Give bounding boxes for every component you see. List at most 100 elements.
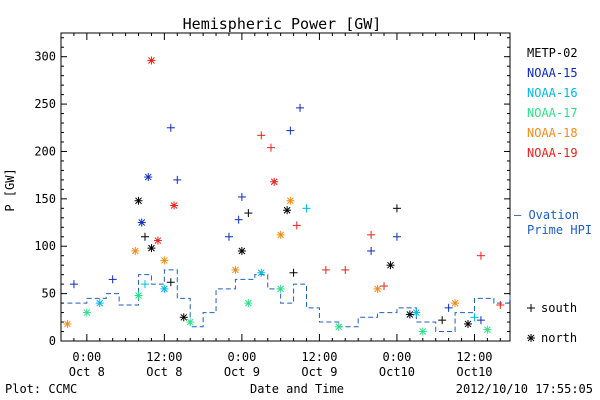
south-marker xyxy=(296,103,305,112)
series-noaa-19 xyxy=(147,56,505,309)
marker-stroke xyxy=(232,266,239,274)
south-marker xyxy=(286,126,295,135)
north-marker xyxy=(170,201,179,210)
marker-stroke xyxy=(412,309,420,316)
north-marker xyxy=(334,322,343,331)
marker-stroke xyxy=(83,309,91,316)
x-tick-label-date: Oct10 xyxy=(379,365,415,379)
series-noaa-18 xyxy=(63,196,460,328)
series-noaa-17 xyxy=(82,284,492,336)
marker-stroke xyxy=(135,197,142,205)
ovation-label-2: Prime HPI xyxy=(527,223,592,237)
south-marker xyxy=(292,221,301,230)
north-marker xyxy=(137,218,146,227)
south-marker xyxy=(257,131,266,140)
marker-stroke xyxy=(387,261,394,269)
marker-stroke xyxy=(131,247,139,255)
series-legend: METP-02 NOAA-15 NOAA-16 NOAA-17 NOAA-18 NOAA-… xyxy=(527,46,578,160)
x-tick-label-date: Oct10 xyxy=(456,365,492,379)
y-tick-label: 50 xyxy=(42,287,56,301)
south-marker xyxy=(444,303,453,312)
south-marker xyxy=(380,282,389,291)
y-axis-label: P [GW] xyxy=(3,168,17,211)
north-marker xyxy=(418,327,427,336)
north-marker xyxy=(131,246,140,255)
marker-stroke xyxy=(286,197,294,205)
marker-stroke xyxy=(180,313,188,321)
marker-stroke xyxy=(148,57,155,64)
south-marker xyxy=(476,251,485,260)
y-tick-label: 200 xyxy=(34,144,56,158)
north-marker xyxy=(483,325,492,334)
marker-stroke xyxy=(148,244,155,252)
north-marker xyxy=(373,284,382,293)
ovation-label-1: — Ovation xyxy=(514,208,579,222)
marker-stroke xyxy=(277,231,285,239)
south-marker xyxy=(438,316,447,325)
x-tick-label-date: Oct 8 xyxy=(146,365,182,379)
marker-stroke xyxy=(464,320,472,328)
legend-entry: NOAA-17 xyxy=(527,106,578,120)
north-marker xyxy=(237,246,246,255)
x-tick-label-time: 12:00 xyxy=(146,350,182,364)
north-marker xyxy=(95,299,104,308)
north-marker xyxy=(63,319,72,328)
south-marker xyxy=(244,209,253,218)
north-marker xyxy=(144,173,153,182)
ovation-hpi-line xyxy=(67,269,511,333)
marker-stroke xyxy=(186,318,194,326)
south-marker xyxy=(166,123,175,132)
north-marker xyxy=(527,334,535,342)
south-marker xyxy=(321,265,330,274)
footer-left: Plot: CCMC xyxy=(5,382,77,396)
footer-right: 2012/10/10 17:55:05 xyxy=(456,382,593,396)
marker-stroke xyxy=(277,285,285,293)
data-points xyxy=(63,56,505,336)
north-marker xyxy=(276,284,285,293)
marker-stroke xyxy=(451,299,459,307)
north-marker xyxy=(270,177,279,186)
south-marker xyxy=(367,246,376,255)
north-marker xyxy=(134,291,143,300)
north-marker xyxy=(134,196,143,205)
x-tick-label-date: Oct 9 xyxy=(224,365,260,379)
y-tick-label: 300 xyxy=(34,50,56,64)
marker-stroke xyxy=(96,299,104,307)
marker-stroke xyxy=(138,219,146,226)
south-marker xyxy=(341,265,350,274)
marker-stroke xyxy=(374,285,381,293)
marker-stroke xyxy=(270,178,278,186)
north-marker xyxy=(160,256,169,265)
south-marker xyxy=(527,304,535,312)
marker-legend-label: north xyxy=(541,331,577,345)
marker-stroke xyxy=(144,173,152,181)
south-marker xyxy=(392,232,401,241)
marker-stroke xyxy=(244,299,252,307)
marker-stroke xyxy=(154,237,162,244)
north-marker xyxy=(276,230,285,239)
south-marker xyxy=(224,232,233,241)
south-marker xyxy=(234,215,243,224)
marker-stroke xyxy=(283,206,291,214)
south-marker xyxy=(237,192,246,201)
legend-entry: METP-02 xyxy=(527,46,578,60)
x-tick-label-time: 0:00 xyxy=(227,350,256,364)
north-marker xyxy=(147,56,156,65)
south-marker xyxy=(302,204,311,213)
marker-legend-label: south xyxy=(541,301,577,315)
marker-stroke xyxy=(257,269,265,277)
series-noaa-16 xyxy=(95,204,479,322)
north-marker xyxy=(153,236,162,245)
marker-stroke xyxy=(484,326,491,333)
south-marker xyxy=(289,268,298,277)
north-marker xyxy=(464,319,473,328)
legend-entry: NOAA-18 xyxy=(527,126,578,140)
north-marker xyxy=(82,308,91,317)
north-marker xyxy=(386,261,395,270)
marker-stroke xyxy=(419,328,427,335)
x-tick-label-time: 12:00 xyxy=(301,350,337,364)
south-marker xyxy=(392,204,401,213)
legend-entry: NOAA-19 xyxy=(527,146,578,160)
